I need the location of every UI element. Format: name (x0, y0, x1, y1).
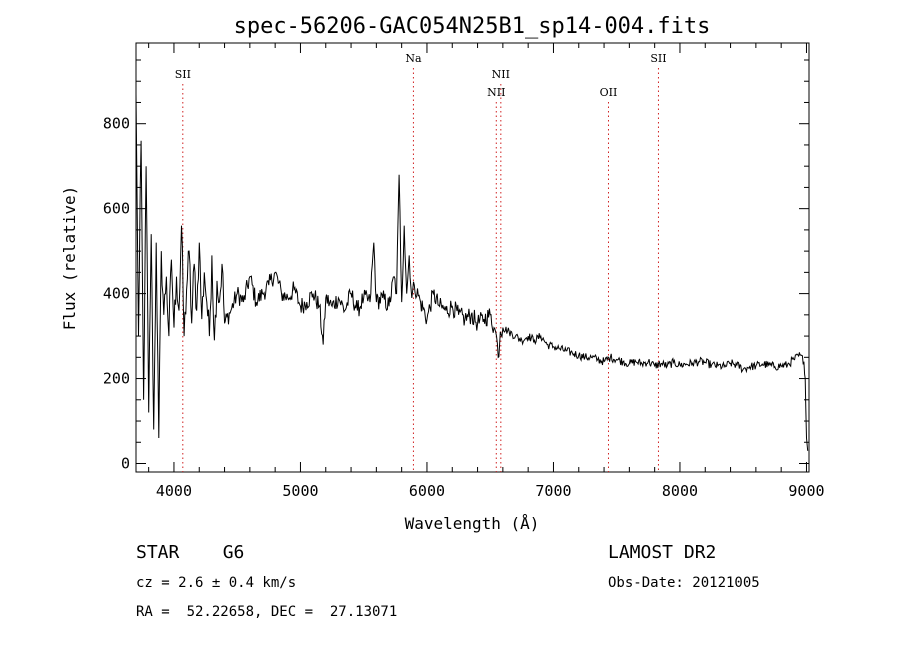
x-tick-label: 7000 (535, 482, 571, 500)
y-tick-label: 200 (103, 370, 130, 388)
x-tick-label: 5000 (282, 482, 318, 500)
survey-name: LAMOST DR2 (608, 542, 717, 563)
spectral-line-label: NII (487, 86, 505, 99)
spectral-line-label: NII (492, 68, 510, 81)
y-tick-label: 800 (103, 115, 130, 133)
x-tick-label: 9000 (788, 482, 824, 500)
observation-date: Obs-Date: 20121005 (608, 575, 760, 591)
y-tick-label: 400 (103, 285, 130, 303)
y-tick-label: 0 (121, 455, 130, 473)
object-class: STAR G6 (136, 542, 245, 563)
plot-frame (135, 42, 810, 473)
spectrum-line (135, 93, 809, 451)
y-axis-ticks: 0 200 400 600 800 (103, 59, 809, 473)
spectral-line-label: SII (650, 52, 666, 65)
spectral-line-label: SII (175, 68, 191, 81)
redshift-cz: cz = 2.6 ± 0.4 km/s (136, 575, 297, 591)
x-axis-ticks: 4000 5000 6000 7000 8000 9000 (148, 43, 825, 500)
spectral-line-markers: SII Na NII NII OII SII (175, 52, 667, 472)
x-axis-label: Wavelength (Å) (405, 514, 540, 533)
x-tick-label: 6000 (409, 482, 445, 500)
y-axis-label: Flux (relative) (60, 186, 79, 331)
chart-title: spec-56206-GAC054N25B1_sp14-004.fits (234, 14, 711, 39)
spectral-line-label: Na (405, 52, 422, 65)
y-tick-label: 600 (103, 200, 130, 218)
x-tick-label: 8000 (662, 482, 698, 500)
spectral-line-label: OII (600, 86, 618, 99)
x-tick-label: 4000 (156, 482, 192, 500)
ra-dec-coordinates: RA = 52.22658, DEC = 27.13071 (136, 604, 398, 620)
